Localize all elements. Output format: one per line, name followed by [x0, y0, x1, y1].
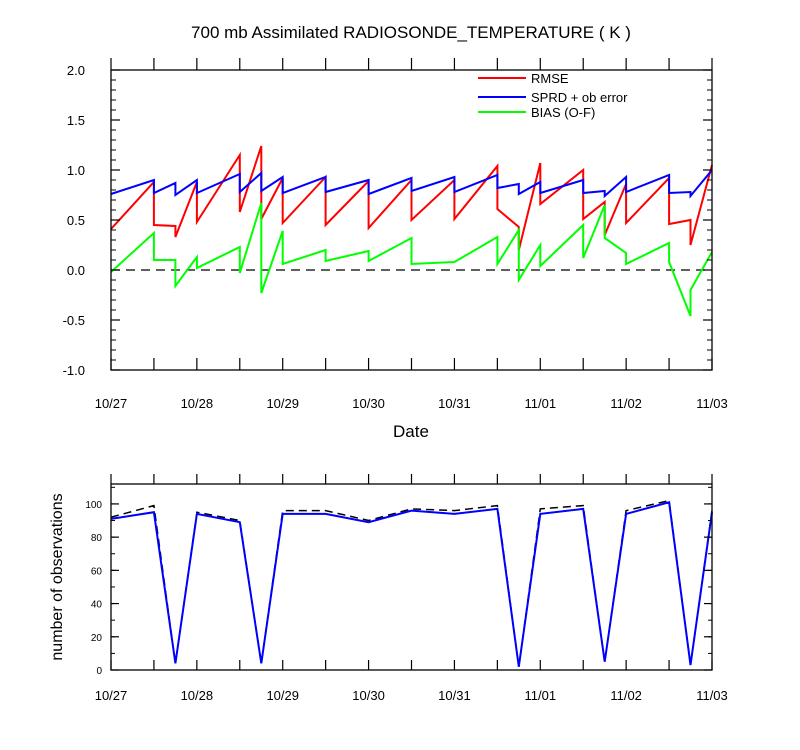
legend-label-rmse: RMSE — [531, 71, 569, 86]
x-tick-label: 11/02 — [610, 396, 642, 411]
x-tick-label: 10/28 — [181, 688, 214, 703]
y-tick-label: -0.5 — [63, 313, 85, 328]
top-plot-frame — [110, 69, 713, 371]
bottom-chart: number of observations 0 20 40 60 80 100 10/27… — [49, 474, 728, 703]
y-tick-label: 1.5 — [67, 113, 85, 128]
x-tick-label: 11/03 — [696, 688, 728, 703]
y-tick-label: -1.0 — [63, 363, 85, 378]
y-tick-label: 60 — [91, 566, 103, 577]
y-tick-label: 40 — [91, 600, 103, 611]
x-axis-title: Date — [393, 422, 429, 441]
x-tick-label: 11/03 — [696, 396, 728, 411]
chart-title: 700 mb Assimilated RADIOSONDE_TEMPERATUR… — [191, 23, 631, 42]
y-tick-label: 0.0 — [67, 263, 85, 278]
y-tick-label: 80 — [91, 533, 103, 544]
bottom-plot-frame — [110, 483, 713, 671]
x-tick-label: 10/30 — [352, 688, 385, 703]
x-tick-label: 11/01 — [524, 396, 556, 411]
bias-line — [110, 202, 713, 317]
bottom-axis-ticks: 0 20 40 60 80 100 10/27 10/28 10/29 10/30 10/31 11/… — [85, 474, 728, 703]
x-tick-label: 10/29 — [266, 396, 299, 411]
y-tick-label: 0.5 — [67, 213, 85, 228]
rmse-line — [110, 145, 713, 251]
observations-blue-line — [110, 501, 713, 667]
y-axis-title: number of observations — [49, 493, 66, 660]
x-tick-label: 10/30 — [352, 396, 385, 411]
y-tick-label: 0 — [96, 666, 102, 677]
x-tick-label: 10/27 — [95, 688, 128, 703]
observations-dashed-line — [110, 499, 713, 667]
top-axis-ticks: -1.0 -0.5 0.0 0.5 1.0 1.5 2.0 10/27 10/28 10/29 10… — [63, 58, 728, 411]
y-tick-label: 2.0 — [67, 63, 85, 78]
y-tick-label: 20 — [91, 633, 103, 644]
legend-label-sprd: SPRD + ob error — [531, 90, 628, 105]
legend: RMSE SPRD + ob error BIAS (O-F) — [478, 71, 628, 120]
top-chart: 700 mb Assimilated RADIOSONDE_TEMPERATUR… — [63, 23, 728, 441]
y-tick-label: 1.0 — [67, 163, 85, 178]
bottom-series-group — [110, 499, 713, 667]
x-tick-label: 10/31 — [438, 688, 471, 703]
legend-label-bias: BIAS (O-F) — [531, 105, 595, 120]
x-tick-label: 11/01 — [524, 688, 556, 703]
x-tick-label: 10/27 — [95, 396, 128, 411]
x-tick-label: 10/29 — [266, 688, 299, 703]
y-tick-label: 100 — [85, 500, 102, 511]
x-tick-label: 10/28 — [181, 396, 214, 411]
x-tick-label: 10/31 — [438, 396, 471, 411]
x-tick-label: 11/02 — [610, 688, 642, 703]
top-series-group — [110, 145, 713, 317]
sprd-line — [110, 169, 713, 199]
